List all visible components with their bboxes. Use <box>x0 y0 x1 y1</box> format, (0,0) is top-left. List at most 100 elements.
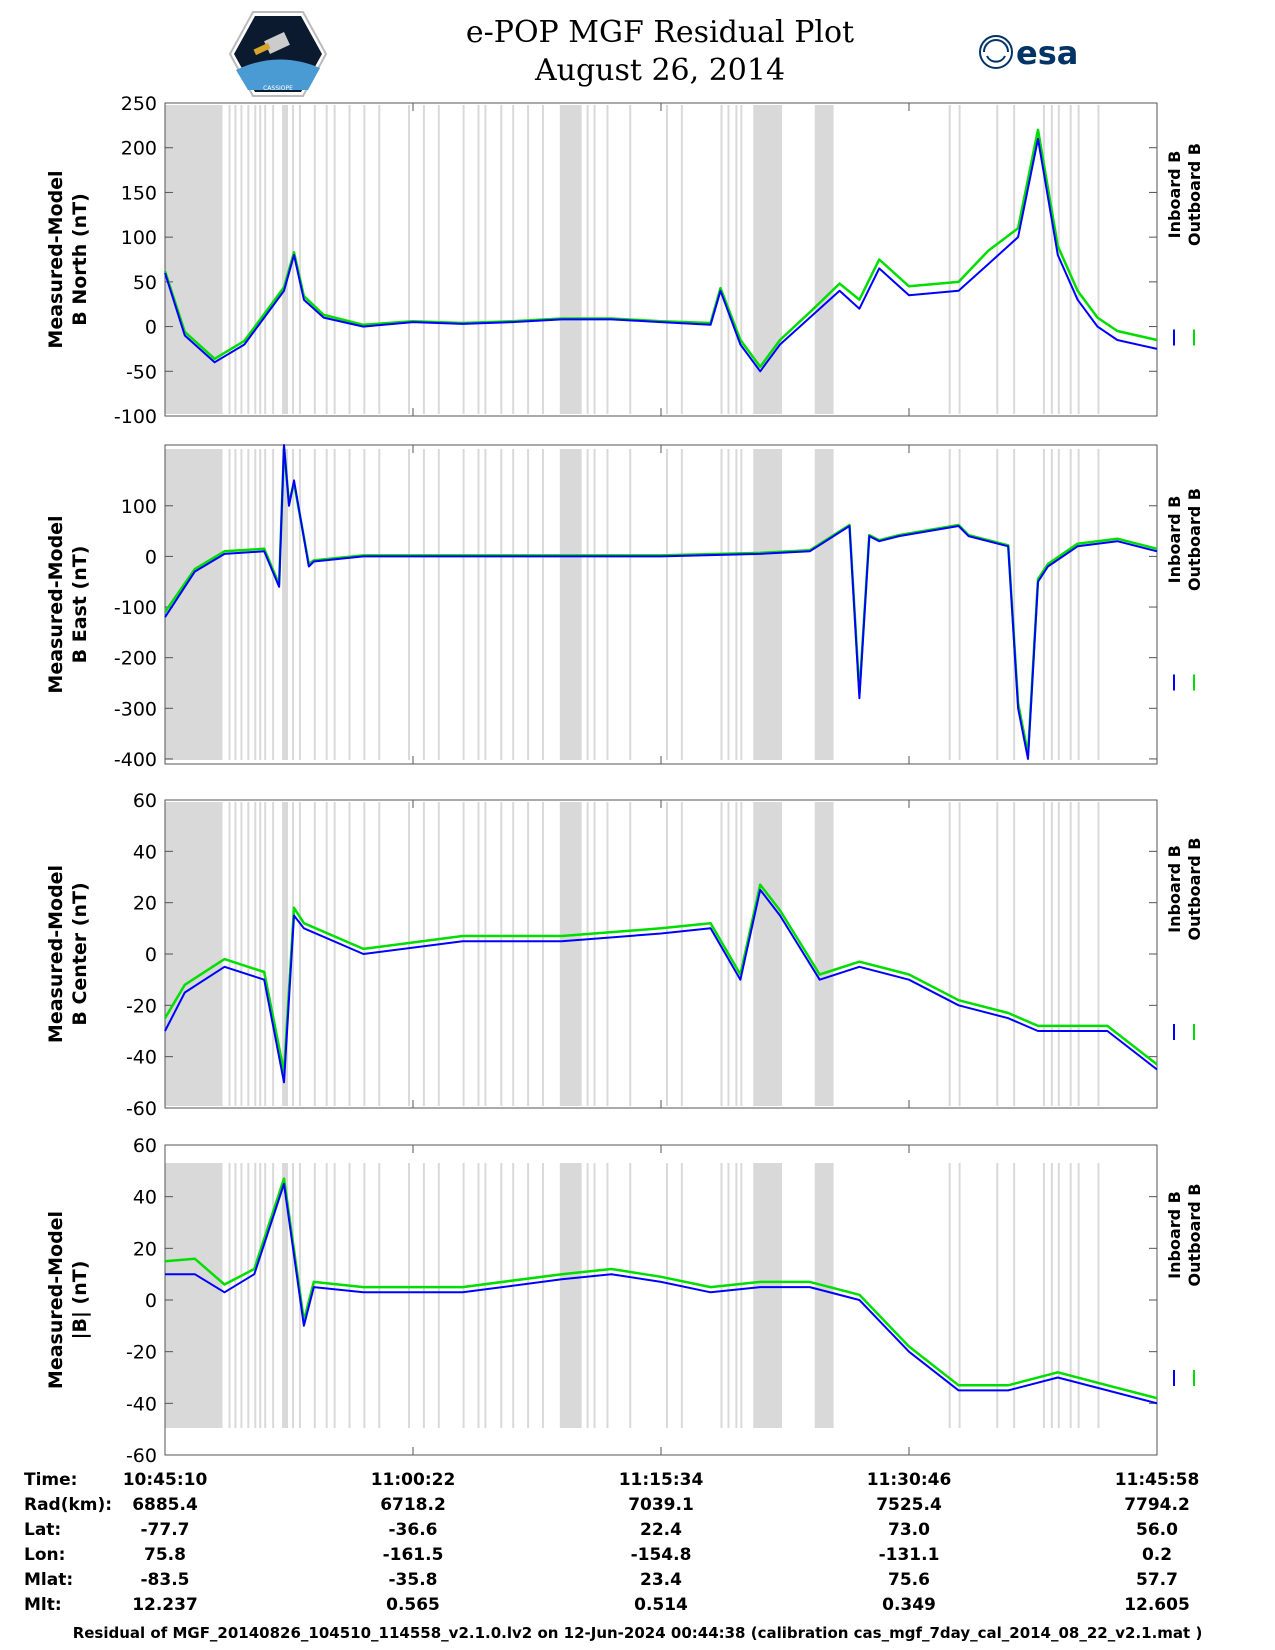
shaded-interval <box>665 449 668 760</box>
shaded-interval <box>234 1163 237 1428</box>
shaded-interval <box>272 449 275 760</box>
cassiope-logo-text: CASSIOPE <box>263 85 293 92</box>
shaded-interval <box>665 105 668 414</box>
shaded-interval <box>629 105 632 414</box>
shaded-interval <box>325 1163 328 1428</box>
shaded-interval <box>240 802 243 1106</box>
shaded-interval <box>727 105 730 414</box>
shaded-interval <box>462 449 465 760</box>
shaded-interval <box>259 1163 262 1428</box>
y-tick-label: 100 <box>121 227 157 249</box>
shaded-interval <box>593 802 596 1106</box>
shaded-interval <box>234 105 237 414</box>
shaded-interval <box>165 1163 223 1428</box>
shaded-interval <box>234 802 237 1106</box>
shaded-interval <box>629 802 632 1106</box>
shaded-interval <box>408 105 411 414</box>
shaded-interval <box>333 105 336 414</box>
shaded-interval <box>512 105 515 414</box>
ephemeris-row-label: Lon: <box>24 1545 65 1565</box>
shaded-interval <box>291 449 294 760</box>
shaded-interval <box>484 802 487 1106</box>
shaded-interval <box>247 105 250 414</box>
y-tick-label: 40 <box>133 841 157 863</box>
series-line-inboard-b <box>164 888 1158 1084</box>
shaded-interval <box>422 802 425 1106</box>
y-tick-label: 0 <box>145 317 157 339</box>
y-tick-label: 100 <box>121 496 157 518</box>
shaded-interval <box>753 802 783 1106</box>
shaded-interval <box>234 449 237 760</box>
shaded-interval <box>680 449 683 760</box>
shaded-interval <box>740 449 743 760</box>
shaded-interval <box>1013 449 1016 760</box>
x-tick-label-time: 11:45:58 <box>1115 1470 1200 1490</box>
shaded-interval <box>228 802 231 1106</box>
ephemeris-value: 0.2 <box>1142 1545 1172 1565</box>
shaded-interval <box>1069 802 1072 1106</box>
shaded-interval <box>247 1163 250 1428</box>
series-line-inboard-b <box>164 444 1158 760</box>
shaded-interval <box>272 1163 275 1428</box>
series-line-outboard-b <box>163 883 1158 1074</box>
shaded-interval <box>484 449 487 760</box>
shaded-interval <box>1057 802 1060 1106</box>
ephemeris-value: 12.237 <box>132 1595 198 1615</box>
shaded-interval <box>665 1163 668 1428</box>
x-tick-label-time: 11:15:34 <box>619 1470 704 1490</box>
shaded-interval <box>333 449 336 760</box>
shaded-interval <box>1013 802 1016 1106</box>
y-axis-label: Measured-Model <box>45 865 67 1043</box>
shaded-interval <box>264 802 267 1106</box>
shaded-interval <box>996 449 999 760</box>
legend-label-outboard: Outboard B <box>1185 143 1204 246</box>
y-tick-label: -100 <box>114 597 157 619</box>
shaded-interval <box>814 449 834 760</box>
shaded-interval <box>1013 105 1016 414</box>
shaded-interval <box>313 802 316 1106</box>
shaded-interval <box>720 1163 723 1428</box>
ephemeris-row-label: Rad(km): <box>24 1495 112 1515</box>
shaded-interval <box>720 105 723 414</box>
shaded-interval <box>462 802 465 1106</box>
title-line-1: e-POP MGF Residual Plot <box>465 15 855 50</box>
shaded-interval <box>477 802 480 1106</box>
shaded-interval <box>282 105 289 414</box>
x-tick-label-time: 11:30:46 <box>867 1470 952 1490</box>
y-tick-label: 50 <box>133 272 157 294</box>
ephemeris-value: 7525.4 <box>876 1495 942 1515</box>
legend-label-inboard: Inboard B <box>1165 151 1184 239</box>
shaded-interval <box>740 105 743 414</box>
series-line-inboard-b <box>164 137 1158 373</box>
y-tick-label: -100 <box>114 406 157 428</box>
y-tick-label: -40 <box>126 1393 157 1415</box>
shaded-interval <box>1042 1163 1045 1428</box>
ephemeris-value: 57.7 <box>1136 1570 1178 1590</box>
shaded-interval <box>665 802 668 1106</box>
shaded-interval <box>814 105 834 414</box>
shaded-interval <box>1050 105 1053 414</box>
shaded-interval <box>727 1163 730 1428</box>
shaded-interval <box>348 105 351 414</box>
shaded-interval <box>291 1163 294 1428</box>
shaded-interval <box>272 802 275 1106</box>
shaded-interval <box>541 105 544 414</box>
shaded-interval <box>527 449 530 760</box>
y-tick-label: 250 <box>121 93 157 115</box>
shaded-interval <box>247 449 250 760</box>
shaded-interval <box>606 105 609 414</box>
y-tick-label: -60 <box>126 1098 157 1120</box>
y-tick-label: 200 <box>121 138 157 160</box>
series-line-outboard-b <box>164 1177 1158 1400</box>
shaded-interval <box>333 802 336 1106</box>
ephemeris-value: 12.605 <box>1124 1595 1190 1615</box>
shaded-interval <box>264 105 267 414</box>
shaded-interval <box>541 449 544 760</box>
shaded-interval <box>228 449 231 760</box>
shaded-interval <box>740 802 743 1106</box>
cassiope-logo: CASSIOPE <box>228 10 328 98</box>
ephemeris-value: -154.8 <box>631 1545 692 1565</box>
shaded-interval <box>484 1163 487 1428</box>
shaded-interval <box>541 802 544 1106</box>
shaded-interval <box>477 105 480 414</box>
